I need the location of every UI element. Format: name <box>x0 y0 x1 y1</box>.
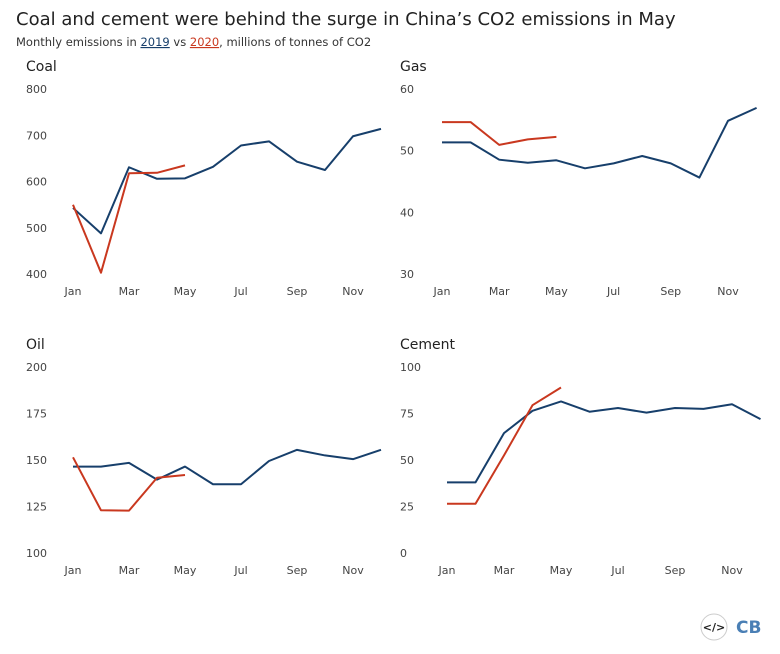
series-line <box>447 386 562 505</box>
y-tick-label: 800 <box>26 83 47 96</box>
series-line <box>447 400 761 484</box>
y-tick-label: 60 <box>400 83 414 96</box>
y-tick-label: 125 <box>26 501 47 514</box>
series-line <box>72 127 382 235</box>
x-tick-label: Jul <box>233 285 247 298</box>
y-tick-label: 400 <box>26 268 47 281</box>
series-line <box>72 164 186 274</box>
embed-button[interactable] <box>700 613 728 641</box>
x-tick-label: Mar <box>494 564 515 577</box>
x-tick-label: Jan <box>438 564 456 577</box>
y-tick-label: 0 <box>400 547 407 560</box>
y-tick-label: 25 <box>400 501 414 514</box>
y-tick-label: 100 <box>26 547 47 560</box>
y-tick-label: 700 <box>26 129 47 142</box>
x-tick-label: Jul <box>610 564 624 577</box>
x-tick-label: Nov <box>342 564 364 577</box>
x-tick-label: Jan <box>64 564 82 577</box>
x-tick-label: May <box>174 564 197 577</box>
series-line <box>442 121 557 146</box>
subtitle-text: vs <box>173 35 186 49</box>
x-tick-label: Sep <box>287 564 308 577</box>
panel-title: Cement <box>400 337 456 353</box>
panel-title: Gas <box>400 59 427 75</box>
x-tick-label: Mar <box>119 285 140 298</box>
panel-title: Coal <box>26 59 57 75</box>
x-tick-label: Nov <box>721 564 743 577</box>
legend-2019: 2019 <box>140 35 169 49</box>
x-tick-label: Nov <box>717 285 739 298</box>
y-tick-label: 200 <box>26 361 47 374</box>
x-tick-label: Nov <box>342 285 364 298</box>
x-tick-label: Mar <box>489 285 510 298</box>
legend-2020: 2020 <box>190 35 219 49</box>
x-tick-label: Mar <box>119 564 140 577</box>
y-tick-label: 600 <box>26 176 47 189</box>
x-tick-label: May <box>545 285 568 298</box>
y-tick-label: 30 <box>400 268 414 281</box>
chart-subtitle: Monthly emissions in 2019 vs 2020, milli… <box>16 35 371 49</box>
x-tick-label: Jul <box>606 285 620 298</box>
y-tick-label: 40 <box>400 206 414 219</box>
x-tick-label: May <box>174 285 197 298</box>
logo: CB <box>736 618 761 638</box>
x-tick-label: Sep <box>665 564 686 577</box>
subtitle-text: , millions of tonnes of CO2 <box>219 35 371 49</box>
x-tick-label: Sep <box>287 285 308 298</box>
chart-title: Coal and cement were behind the surge in… <box>16 9 676 30</box>
y-tick-label: 75 <box>400 408 414 421</box>
x-tick-label: Jan <box>64 285 82 298</box>
panel-title: Oil <box>26 337 45 353</box>
series-line <box>442 106 758 179</box>
y-tick-label: 175 <box>26 408 47 421</box>
series-line <box>72 456 186 512</box>
y-tick-label: 50 <box>400 145 414 158</box>
x-tick-label: May <box>550 564 573 577</box>
embed-icon[interactable]: </> <box>703 621 725 634</box>
y-tick-label: 50 <box>400 454 414 467</box>
y-tick-label: 500 <box>26 222 47 235</box>
x-tick-label: Sep <box>660 285 681 298</box>
x-tick-label: Jul <box>233 564 247 577</box>
series-line <box>73 448 382 486</box>
y-tick-label: 100 <box>400 361 421 374</box>
subtitle-text: Monthly emissions in <box>16 35 137 49</box>
y-tick-label: 150 <box>26 454 47 467</box>
x-tick-label: Jan <box>433 285 451 298</box>
